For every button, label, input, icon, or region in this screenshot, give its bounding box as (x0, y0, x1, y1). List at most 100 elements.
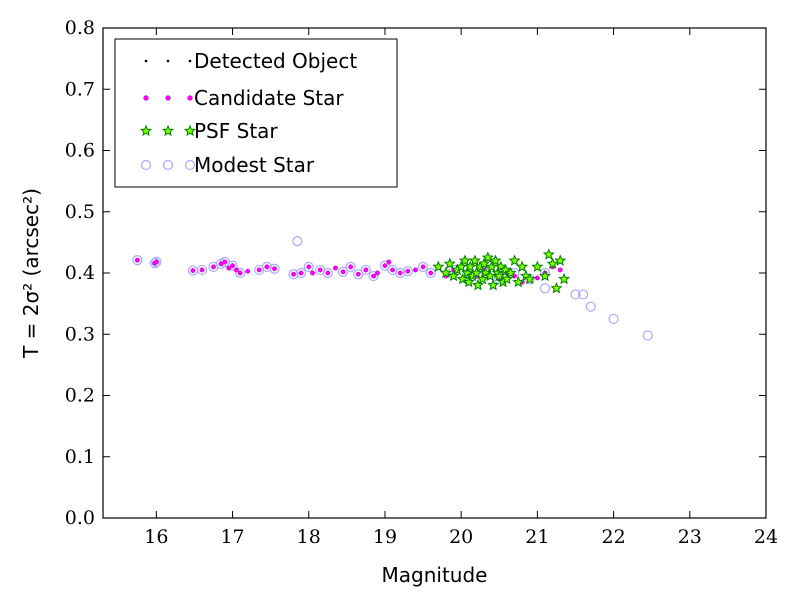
candidate-star-point (134, 257, 140, 263)
legend-marker-psf (162, 124, 174, 137)
x-tick-label: 23 (678, 526, 702, 548)
candidate-star-point (428, 270, 434, 276)
modest-star-point (539, 283, 551, 294)
modest-star-point (585, 301, 596, 312)
modest-star-point (353, 269, 364, 280)
candidate-star-point (272, 266, 277, 272)
y-tick-label: 0.8 (65, 17, 95, 39)
psf-star-point (508, 254, 521, 266)
legend-marker-psf (184, 124, 196, 137)
y-tick-label: 0.7 (65, 78, 95, 100)
legend-item: Detected Object (144, 49, 357, 73)
candidate-star-point (412, 267, 418, 273)
legend-label: PSF Star (194, 119, 278, 143)
psf-star-point (558, 272, 571, 285)
candidate-star-point (256, 267, 262, 273)
legend-marker-candidate (165, 95, 171, 101)
legend-item: Candidate Star (143, 86, 344, 110)
candidate-star-point (534, 275, 540, 281)
candidate-star-point (397, 270, 403, 276)
candidate-star-point (386, 259, 392, 265)
modest-star-point (379, 260, 391, 271)
candidate-star-point (222, 259, 228, 265)
x-tick-label: 20 (449, 526, 473, 548)
modest-star-point (261, 261, 272, 272)
modest-star-point (345, 261, 356, 272)
candidate-star-point (317, 267, 323, 273)
y-tick-label: 0.6 (65, 140, 95, 162)
psf-star-point (462, 275, 475, 288)
psf-star-point (481, 251, 494, 263)
psf-star-point (504, 266, 517, 279)
y-tick-label: 0.0 (65, 507, 95, 529)
y-tick-label: 0.2 (65, 385, 95, 407)
modest-star-point (132, 255, 143, 266)
psf-star-point (550, 282, 563, 294)
legend-marker-psf (140, 124, 152, 137)
candidate-star-point (153, 259, 159, 265)
candidate-star-point (390, 267, 396, 273)
modest-star-point (296, 267, 307, 279)
modest-star-point (196, 264, 208, 276)
legend-marker-modest (140, 159, 152, 171)
candidate-star-point (298, 270, 304, 276)
modest-star-point (578, 289, 589, 300)
psf-star-point (468, 254, 481, 266)
modest-star-point (227, 260, 238, 271)
candidate-star-point (557, 267, 563, 273)
x-tick-label: 17 (220, 526, 244, 548)
candidate-star-point (382, 263, 388, 269)
candidate-star-point (340, 269, 346, 275)
legend-marker-candidate (143, 95, 149, 101)
x-tick-label: 16 (144, 526, 168, 548)
legend-item: PSF Star (140, 119, 278, 143)
candidate-star-point (420, 264, 426, 270)
candidate-star-point (226, 265, 232, 271)
candidate-star-point (355, 271, 361, 277)
modest-star-point (288, 269, 299, 280)
candidate-star-point (405, 268, 411, 274)
modest-star-point (337, 266, 349, 277)
legend-marker-detected (144, 59, 148, 63)
modest-star-point (360, 264, 372, 276)
psf-star-point (542, 248, 555, 260)
modest-star-point (608, 313, 619, 325)
modest-star-point (292, 236, 303, 247)
psf-star-point (493, 269, 506, 282)
candidate-star-point (325, 270, 331, 276)
legend-marker-detected (188, 59, 192, 63)
candidate-star-point (190, 268, 196, 273)
x-tick-label: 22 (601, 526, 625, 548)
x-tick-label: 21 (525, 526, 549, 548)
y-tick-label: 0.4 (65, 262, 95, 284)
legend-label: Detected Object (194, 49, 357, 73)
psf-star-point (478, 257, 491, 269)
modest-star-point (425, 267, 436, 279)
modest-star-point (402, 266, 413, 277)
y-tick-label: 0.5 (65, 201, 95, 223)
candidate-star-point (332, 265, 338, 271)
candidate-star-point (211, 264, 216, 270)
legend: Detected Object Candidate Star PSF Star Mod… (114, 38, 398, 188)
candidate-star-point (310, 270, 316, 276)
modest-star-point (642, 330, 653, 341)
modest-star-point (322, 267, 333, 279)
psf-star-point (464, 260, 477, 272)
x-axis-label: Magnitude (382, 563, 488, 587)
modest-star-point (368, 270, 379, 282)
candidate-star-point (233, 267, 239, 273)
candidate-star-point (237, 270, 243, 276)
candidate-star-point (363, 267, 369, 273)
psf-star-point (487, 278, 500, 291)
psf-star-point (439, 266, 452, 279)
legend-marker-modest (184, 159, 196, 171)
legend-marker-detected (166, 59, 170, 63)
candidate-star-point (306, 264, 312, 270)
modest-star-point (570, 289, 581, 300)
y-axis-label: T = 2σ² (arcsec²) (19, 188, 43, 359)
x-tick-label: 18 (297, 526, 321, 548)
psf-star-point (471, 278, 484, 291)
psf-star-point (546, 257, 559, 269)
psf-star-point (516, 260, 529, 272)
